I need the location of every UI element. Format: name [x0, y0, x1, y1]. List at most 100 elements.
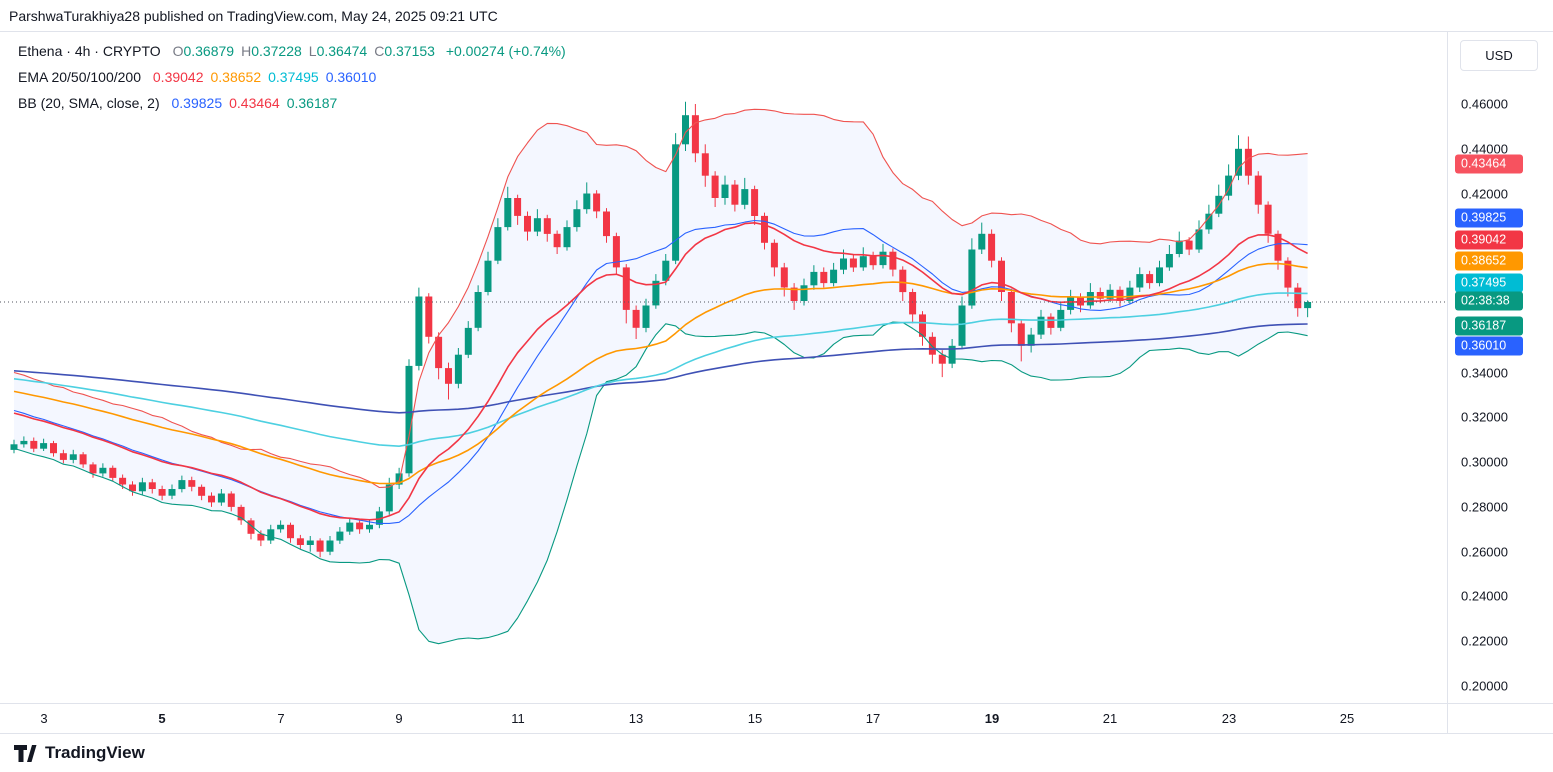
price-scale[interactable]: USD 0.46000 0.44000 0.42000 0.34000 0.32000 0…	[1448, 32, 1553, 703]
candle-body	[366, 524, 373, 530]
symbol-title: Ethena · 4h · CRYPTO	[18, 43, 161, 59]
ema20-badge: 0.39042	[1455, 230, 1523, 250]
candle-body	[336, 531, 344, 541]
indicator-value: 0.36187	[286, 95, 338, 111]
candle-body	[287, 524, 294, 539]
candle-body	[277, 524, 285, 530]
bb-title: BB (20, SMA, close, 2)	[18, 95, 160, 111]
candle-body	[1225, 175, 1233, 196]
bb-legend-row[interactable]: BB (20, SMA, close, 2) 0.39825 0.43464 0.3…	[18, 90, 566, 116]
candle-body	[938, 354, 946, 364]
candle-body	[415, 296, 423, 366]
ema50-line	[13, 262, 1308, 485]
candle-body	[1096, 292, 1104, 299]
candle-body	[563, 227, 571, 248]
candle-body	[435, 336, 443, 369]
candle-body	[1067, 296, 1075, 310]
candle-body	[800, 285, 808, 301]
ema-legend-row[interactable]: EMA 20/50/100/200 0.39042 0.38652 0.37495 0…	[18, 64, 566, 90]
candle-body	[494, 227, 502, 261]
candle-body	[948, 345, 956, 364]
ema-title: EMA 20/50/100/200	[18, 69, 141, 85]
candle-body	[30, 440, 38, 449]
price-tick-label: 0.30000	[1461, 454, 1508, 470]
price-tick-label: 0.32000	[1461, 409, 1508, 425]
candle-body	[316, 540, 324, 552]
candle-body	[20, 440, 28, 445]
candle-body	[129, 484, 136, 492]
time-tick-label: 9	[395, 711, 403, 726]
candle-body	[1057, 309, 1065, 328]
candle-body	[40, 443, 48, 449]
symbol-legend-row[interactable]: Ethena · 4h · CRYPTO O0.36879 H0.37228 L0.…	[18, 38, 566, 64]
candle-body	[69, 454, 77, 460]
candle-body	[405, 365, 413, 474]
candle-body	[99, 467, 107, 474]
ohlc-value: 0.37153	[384, 43, 435, 59]
chart-legend: Ethena · 4h · CRYPTO O0.36879 H0.37228 L0.…	[18, 38, 566, 116]
candle-body	[425, 296, 433, 337]
candle-body	[227, 493, 235, 507]
candle-body	[484, 260, 492, 292]
candle-body	[849, 258, 857, 268]
bb-upper-badge: 0.43464	[1455, 154, 1523, 174]
attribution-text: ParshwaTurakhiya28 published on TradingV…	[9, 7, 498, 24]
bb-lower-badge: 0.36187	[1455, 316, 1523, 336]
ema20-line	[13, 222, 1308, 521]
candle-body	[820, 271, 828, 284]
candle-body	[998, 260, 1005, 292]
price-tick-label: 0.24000	[1461, 588, 1508, 604]
candle-body	[296, 538, 304, 545]
candle-body	[464, 327, 472, 355]
candle-body	[79, 454, 87, 465]
candle-body	[1077, 296, 1084, 306]
candle-body	[662, 260, 670, 281]
candle-body	[208, 495, 215, 503]
candle-body	[454, 354, 462, 384]
candle-body	[138, 482, 146, 492]
candle-body	[622, 267, 630, 310]
time-scale[interactable]: 3 5 7 9 11 13 15 17 19 21 23 25	[0, 703, 1553, 733]
candle-body	[731, 184, 739, 205]
candle-body	[1244, 148, 1252, 176]
candle-body	[889, 251, 897, 270]
candle-body	[701, 153, 709, 176]
candle-body	[761, 215, 768, 243]
bb-values: 0.39825 0.43464 0.36187	[172, 95, 345, 111]
candle-body	[119, 477, 127, 485]
candle-body	[859, 256, 867, 268]
price-tick-label: 0.34000	[1461, 365, 1508, 381]
candle-body	[672, 144, 680, 261]
time-tick-label: 23	[1221, 711, 1237, 726]
candle-body	[524, 215, 531, 232]
candle-body	[1304, 302, 1312, 309]
footer-bar: TradingView	[0, 733, 1553, 772]
change-value: +0.00274 (+0.74%)	[445, 43, 566, 59]
candle-body	[869, 256, 877, 266]
tradingview-logo-icon[interactable]	[13, 741, 37, 765]
candle-body	[919, 314, 926, 337]
candle-body	[346, 522, 354, 532]
candle-body	[1136, 274, 1144, 288]
candle-body	[632, 309, 640, 328]
candle-body	[711, 175, 719, 198]
currency-toggle-button[interactable]: USD	[1460, 40, 1538, 71]
price-chart[interactable]	[0, 32, 1447, 703]
candle-body	[780, 267, 788, 288]
candle-body	[59, 453, 67, 460]
candle-body	[1027, 334, 1035, 346]
candle-body	[553, 233, 561, 248]
candle-body	[356, 522, 364, 530]
ema200-line	[13, 323, 1308, 414]
candle-body	[1205, 213, 1213, 230]
bb-upper-line	[13, 108, 1308, 489]
ema100-badge: 0.37495	[1455, 273, 1523, 293]
price-tick-label: 0.20000	[1461, 678, 1508, 694]
indicator-value: 0.36010	[325, 69, 377, 85]
candle-body	[1175, 240, 1183, 254]
price-tick-label: 0.44000	[1461, 141, 1508, 157]
candle-body	[1165, 254, 1173, 268]
candle-body	[1037, 316, 1045, 335]
candle-body	[217, 493, 225, 503]
candle-body	[188, 480, 196, 487]
